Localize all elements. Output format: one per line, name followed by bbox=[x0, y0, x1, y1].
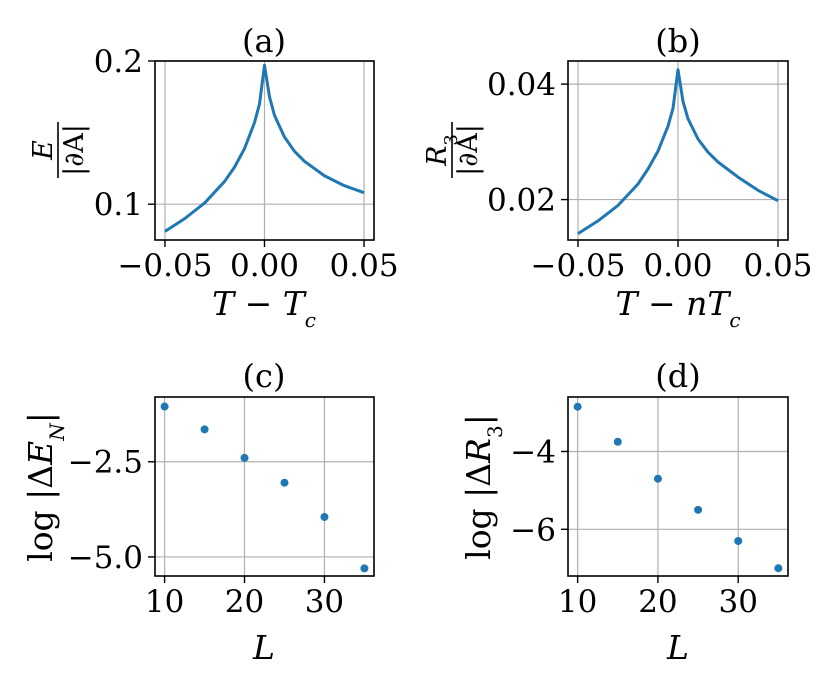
panel-c-point-2 bbox=[240, 453, 249, 462]
panel-a: (a) E |∂A| T − Tc −0.05 0.00 0.05 0.1 0.2 bbox=[28, 22, 399, 332]
panel-a-xtick-label-2: 0.05 bbox=[330, 248, 399, 284]
panel-b-xtick-label-1: 0.00 bbox=[643, 248, 712, 284]
panel-b-xtick-label-2: 0.05 bbox=[743, 248, 812, 284]
panel-c-ytick-label-0: −2.5 bbox=[68, 445, 143, 481]
panel-a-xtick-label-1: 0.00 bbox=[230, 248, 299, 284]
panel-c-xlabel: L bbox=[252, 628, 275, 667]
panel-d-xtick-label-2: 30 bbox=[718, 584, 757, 620]
panel-b-xtick-label-0: −0.05 bbox=[531, 248, 626, 284]
panel-a-ytick-label-0: 0.1 bbox=[94, 187, 143, 223]
panel-a-ylabel: E |∂A| bbox=[28, 122, 90, 178]
panel-b-ylabel: R3 |∂A| bbox=[422, 122, 484, 178]
panel-d-point-4 bbox=[734, 536, 743, 545]
panel-d: (d) log |ΔR3| L 10 20 30 −4 −6 bbox=[459, 357, 789, 667]
panel-d-ytick-label-0: −4 bbox=[510, 434, 556, 470]
panel-c-point-3 bbox=[280, 478, 289, 487]
panel-d-point-0 bbox=[573, 402, 582, 411]
panel-c-ylabel: log |ΔEN| bbox=[21, 412, 69, 562]
panel-a-series-line bbox=[164, 63, 365, 233]
panel-c-point-5 bbox=[360, 564, 369, 573]
panel-d-point-3 bbox=[694, 505, 703, 514]
panel-a-ylabel-denominator: |∂A| bbox=[59, 124, 90, 176]
panel-d-xtick-label-0: 10 bbox=[558, 584, 597, 620]
panel-c-title: (c) bbox=[243, 357, 286, 395]
panel-b-series-line bbox=[577, 68, 779, 235]
panel-b-xlabel: T − nTc bbox=[615, 284, 740, 332]
panel-c-xtick-label-2: 30 bbox=[305, 584, 344, 620]
panel-a-title: (a) bbox=[242, 22, 286, 60]
panel-c-frame bbox=[154, 396, 375, 577]
panel-b: (b) R3 |∂A| T − nTc −0.05 0.00 0.05 0.02 0.0… bbox=[422, 22, 813, 332]
panel-d-ylabel: log |ΔR3| bbox=[459, 414, 507, 560]
panel-d-frame bbox=[567, 396, 789, 577]
panel-b-ytick-label-0: 0.02 bbox=[487, 183, 556, 219]
panel-c-point-4 bbox=[320, 512, 329, 521]
panel-b-ytick-label-1: 0.04 bbox=[487, 67, 556, 103]
panel-d-point-5 bbox=[774, 564, 783, 573]
panel-c-ytick-label-1: −5.0 bbox=[68, 540, 143, 576]
panel-a-ytick-label-1: 0.2 bbox=[94, 44, 143, 80]
panel-d-xlabel: L bbox=[666, 628, 689, 667]
panel-c-point-0 bbox=[160, 402, 169, 411]
panel-d-title: (d) bbox=[655, 357, 700, 395]
panel-c-xtick-label-0: 10 bbox=[145, 584, 184, 620]
panel-d-ytick-label-1: −6 bbox=[510, 512, 556, 548]
panel-a-ylabel-numerator: E bbox=[28, 140, 59, 161]
panel-b-title: (b) bbox=[655, 22, 700, 60]
panel-c-xtick-label-1: 20 bbox=[225, 584, 264, 620]
panel-c-point-1 bbox=[200, 425, 209, 434]
panel-d-point-2 bbox=[653, 474, 662, 483]
panel-a-xlabel: T − Tc bbox=[212, 284, 316, 332]
panel-a-xtick-label-0: −0.05 bbox=[117, 248, 212, 284]
panel-d-point-1 bbox=[613, 437, 622, 446]
panel-b-ylabel-denominator: |∂A| bbox=[453, 124, 484, 176]
panel-c: (c) log |ΔEN| L 10 20 30 −2.5 −5.0 bbox=[21, 357, 375, 667]
panel-d-xtick-label-1: 20 bbox=[638, 584, 677, 620]
